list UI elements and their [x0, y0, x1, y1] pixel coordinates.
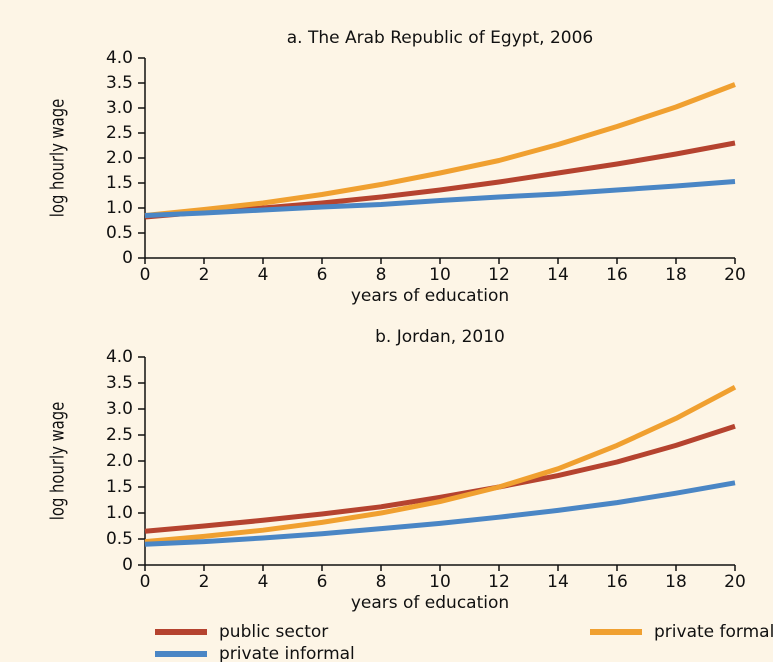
legend-label: private formal — [654, 622, 773, 642]
y-tick-label: 1.0 — [106, 198, 133, 218]
x-tick-label: 6 — [317, 265, 328, 285]
y-axis-label: log hourly wage — [47, 99, 69, 217]
y-tick-label: 3.5 — [106, 373, 133, 393]
x-tick-label: 18 — [665, 265, 687, 285]
series-line — [144, 384, 737, 545]
y-tick-label: 0 — [122, 555, 133, 575]
y-tick-label: 2.5 — [106, 123, 133, 143]
x-tick-label: 0 — [140, 572, 151, 592]
y-tick-label: 3.0 — [106, 98, 133, 118]
y-tick-label: 4.0 — [106, 48, 133, 68]
series-line — [144, 423, 736, 534]
y-tick-label: 2.5 — [106, 425, 133, 445]
legend-label: private informal — [219, 644, 355, 662]
y-tick-label: 0 — [122, 248, 133, 268]
x-tick-label: 20 — [724, 572, 746, 592]
y-tick-label: 0.5 — [106, 223, 133, 243]
y-axis-label: log hourly wage — [47, 402, 69, 520]
x-tick-label: 10 — [429, 572, 451, 592]
y-tick-label: 1.5 — [106, 477, 133, 497]
y-tick-label: 4.0 — [106, 347, 133, 367]
y-tick-label: 3.5 — [106, 73, 133, 93]
x-tick-label: 14 — [547, 572, 569, 592]
x-axis-label: years of education — [351, 286, 509, 306]
series-line — [144, 82, 736, 218]
series-line — [144, 480, 736, 547]
chart-title: b. Jordan, 2010 — [375, 327, 505, 347]
y-tick-label: 1.5 — [106, 173, 133, 193]
x-tick-label: 8 — [376, 572, 387, 592]
y-tick-label: 2.0 — [106, 148, 133, 168]
x-tick-label: 12 — [488, 265, 510, 285]
legend-label: public sector — [219, 622, 328, 642]
x-tick-label: 2 — [199, 265, 210, 285]
x-tick-label: 10 — [429, 265, 451, 285]
y-tick-label: 2.0 — [106, 451, 133, 471]
x-tick-label: 4 — [258, 572, 269, 592]
x-tick-label: 20 — [724, 265, 746, 285]
x-tick-label: 16 — [606, 265, 628, 285]
x-tick-label: 0 — [140, 265, 151, 285]
x-tick-label: 8 — [376, 265, 387, 285]
x-tick-label: 18 — [665, 572, 687, 592]
x-tick-label: 6 — [317, 572, 328, 592]
series-line — [144, 179, 736, 218]
x-tick-label: 14 — [547, 265, 569, 285]
x-axis-label: years of education — [351, 593, 509, 613]
y-tick-label: 1.0 — [106, 503, 133, 523]
x-tick-label: 12 — [488, 572, 510, 592]
x-tick-label: 4 — [258, 265, 269, 285]
y-tick-label: 0.5 — [106, 529, 133, 549]
x-tick-label: 16 — [606, 572, 628, 592]
chart-title: a. The Arab Republic of Egypt, 2006 — [287, 28, 593, 48]
y-tick-label: 3.0 — [106, 399, 133, 419]
x-tick-label: 2 — [199, 572, 210, 592]
